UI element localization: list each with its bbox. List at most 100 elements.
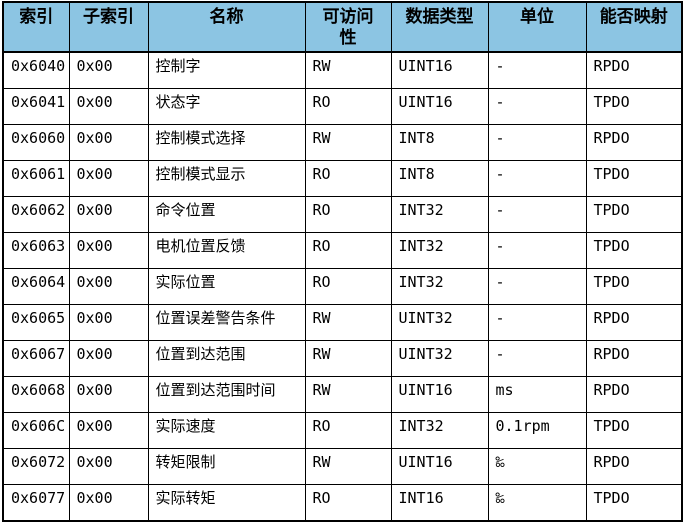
cell-subindex: 0x00: [68, 412, 149, 449]
cell-unit: -: [487, 268, 587, 305]
table-row: 0x6067 0x00 位置到达范围 RW UINT32- RPDO: [2, 340, 683, 377]
cell-name: 命令位置: [147, 196, 306, 233]
cell-access: RW: [304, 51, 392, 89]
cell-access: RO: [304, 88, 392, 125]
cell-name: 实际速度: [147, 412, 306, 449]
cell-index: 0x6041: [2, 88, 70, 125]
table-row: 0x606C 0x00 实际速度 RO INT32 0.1rpm TPDO: [2, 412, 683, 449]
table-row: 0x6064 0x00 实际位置 RO INT32- TPDO: [2, 268, 683, 305]
cell-subindex: 0x00: [68, 124, 149, 161]
cell-datatype: INT32: [390, 412, 489, 449]
header-row: 索引 子索引 名称 可访问 性数据类型 单位 能否映射: [2, 1, 683, 53]
cell-access: RO: [304, 232, 392, 269]
cell-index: 0x6062: [2, 196, 70, 233]
column-header-name: 名称: [147, 1, 306, 53]
table-row: 0x6065 0x00 位置误差警告条件 RW UINT32- RPDO: [2, 304, 683, 341]
cell-datatype: UINT16: [390, 376, 489, 413]
cell-unit: ‰: [487, 484, 587, 522]
table-row: 0x6062 0x00 命令位置 RO INT32- TPDO: [2, 196, 683, 233]
column-header-mappable: 能否映射: [585, 1, 683, 53]
cell-name: 控制模式选择: [147, 124, 306, 161]
cell-index: 0x606C: [2, 412, 70, 449]
cell-index: 0x6072: [2, 448, 70, 485]
cell-unit: -: [487, 51, 587, 89]
cell-mappable: TPDO: [585, 196, 683, 233]
table-row: 0x6041 0x00 状态字 RO UINT16- TPDO: [2, 88, 683, 125]
cell-unit: -: [487, 232, 587, 269]
cell-index: 0x6064: [2, 268, 70, 305]
cell-name: 实际位置: [147, 268, 306, 305]
cell-unit: 0.1rpm: [487, 412, 587, 449]
cell-datatype: INT32: [390, 268, 489, 305]
cell-datatype: UINT16: [390, 88, 489, 125]
cell-index: 0x6060: [2, 124, 70, 161]
cell-name: 控制字: [147, 51, 306, 89]
column-header-access: 可访问 性: [304, 1, 392, 53]
cell-subindex: 0x00: [68, 268, 149, 305]
cell-access: RO: [304, 412, 392, 449]
cell-subindex: 0x00: [68, 448, 149, 485]
table-row: 0x6063 0x00 电机位置反馈 RO INT32- TPDO: [2, 232, 683, 269]
cell-unit: -: [487, 160, 587, 197]
cell-name: 实际转矩: [147, 484, 306, 522]
cell-unit: -: [487, 88, 587, 125]
cell-subindex: 0x00: [68, 232, 149, 269]
cell-access: RW: [304, 304, 392, 341]
cell-datatype: UINT32: [390, 340, 489, 377]
cell-mappable: TPDO: [585, 412, 683, 449]
table-row: 0x6040 0x00 控制字 RW UINT16- RPDO: [2, 51, 683, 89]
cell-access: RO: [304, 484, 392, 522]
table-row: 0x6068 0x00 位置到达范围时间 RW UINT16 ms RPDO: [2, 376, 683, 413]
cell-name: 位置到达范围: [147, 340, 306, 377]
cell-unit: -: [487, 340, 587, 377]
table-header: 索引 子索引 名称 可访问 性数据类型 单位 能否映射: [2, 1, 683, 53]
cell-mappable: RPDO: [585, 340, 683, 377]
cell-subindex: 0x00: [68, 160, 149, 197]
cell-name: 电机位置反馈: [147, 232, 306, 269]
cell-datatype: INT32: [390, 196, 489, 233]
cell-access: RO: [304, 160, 392, 197]
cell-name: 状态字: [147, 88, 306, 125]
column-header-unit: 单位: [487, 1, 587, 53]
cell-mappable: TPDO: [585, 160, 683, 197]
cell-subindex: 0x00: [68, 51, 149, 89]
cell-subindex: 0x00: [68, 484, 149, 522]
cell-access: RW: [304, 448, 392, 485]
cell-index: 0x6065: [2, 304, 70, 341]
cell-index: 0x6040: [2, 51, 70, 89]
column-header-subindex: 子索引: [68, 1, 149, 53]
cell-mappable: TPDO: [585, 88, 683, 125]
cell-subindex: 0x00: [68, 340, 149, 377]
cell-index: 0x6061: [2, 160, 70, 197]
cell-datatype: UINT32: [390, 304, 489, 341]
table-row: 0x6072 0x00 转矩限制 RW UINT16 ‰ RPDO: [2, 448, 683, 485]
cell-unit: -: [487, 304, 587, 341]
cell-index: 0x6068: [2, 376, 70, 413]
cell-unit: ms: [487, 376, 587, 413]
cell-access: RW: [304, 124, 392, 161]
cell-subindex: 0x00: [68, 88, 149, 125]
column-header-index: 索引: [2, 1, 70, 53]
table-row: 0x6077 0x00 实际转矩 RO INT16 ‰ TPDO: [2, 484, 683, 522]
table-row: 0x6061 0x00 控制模式显示 RO INT8- TPDO: [2, 160, 683, 197]
column-header-datatype: 数据类型: [390, 1, 489, 53]
cell-access: RW: [304, 340, 392, 377]
cell-datatype: UINT16: [390, 51, 489, 89]
cell-datatype: INT8: [390, 124, 489, 161]
cell-index: 0x6077: [2, 484, 70, 522]
cell-mappable: TPDO: [585, 484, 683, 522]
cell-datatype: INT32: [390, 232, 489, 269]
cell-unit: -: [487, 124, 587, 161]
cell-mappable: RPDO: [585, 124, 683, 161]
cell-mappable: RPDO: [585, 376, 683, 413]
cell-access: RW: [304, 376, 392, 413]
cell-access: RO: [304, 196, 392, 233]
cell-subindex: 0x00: [68, 196, 149, 233]
cell-index: 0x6063: [2, 232, 70, 269]
table-row: 0x6060 0x00 控制模式选择 RW INT8- RPDO: [2, 124, 683, 161]
table-body: 0x6040 0x00 控制字 RW UINT16- RPDO 0x6041 0x00 状态字 R…: [2, 51, 683, 522]
cell-datatype: UINT16: [390, 448, 489, 485]
cell-name: 转矩限制: [147, 448, 306, 485]
